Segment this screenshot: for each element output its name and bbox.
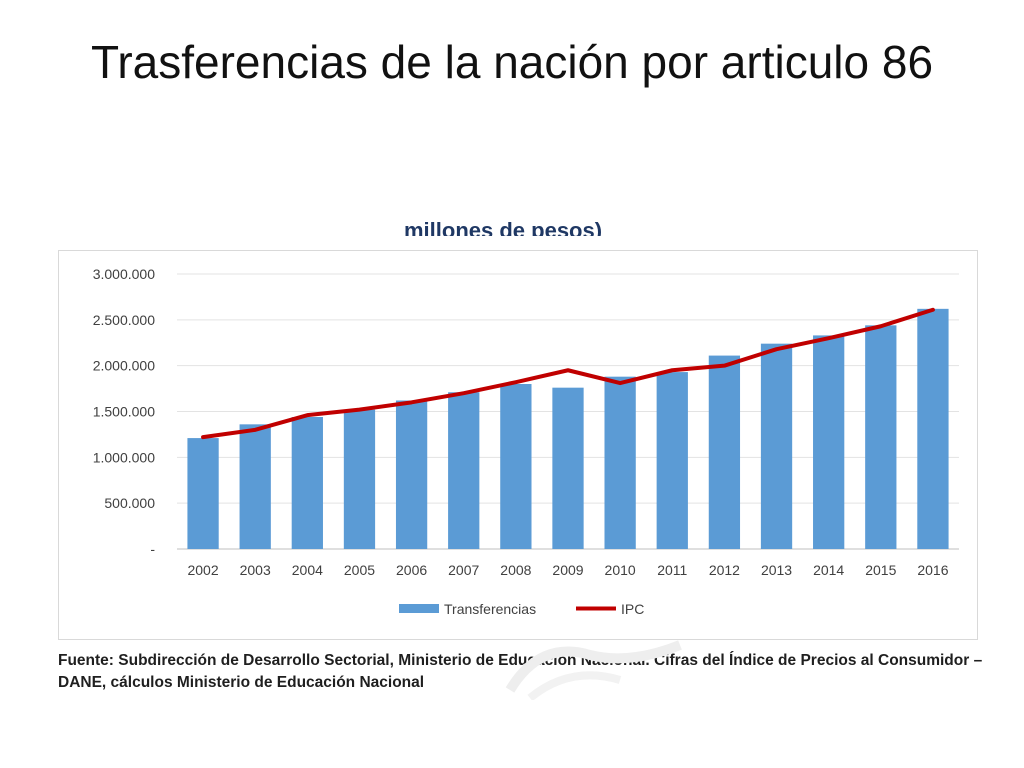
- x-tick-label: 2004: [292, 562, 323, 578]
- cropped-chart-header-text: millones de pesos): [404, 218, 603, 236]
- bar-transferencias-2010: [604, 376, 636, 549]
- y-tick-label: 1.000.000: [93, 449, 155, 465]
- bar-transferencias-2009: [552, 387, 584, 549]
- legend-label-ipc: IPC: [621, 601, 644, 617]
- x-tick-label: 2016: [917, 562, 948, 578]
- y-tick-label: -: [150, 541, 155, 557]
- cropped-chart-header: millones de pesos): [0, 208, 1024, 236]
- line-ipc: [201, 307, 935, 440]
- bar-transferencias-2011: [656, 372, 688, 549]
- bar-transferencias-2015: [865, 325, 897, 549]
- x-tick-label: 2005: [344, 562, 375, 578]
- bar-transferencias-2005: [343, 409, 376, 549]
- x-tick-label: 2013: [761, 562, 792, 578]
- legend-swatch-transferencias: [399, 604, 439, 613]
- bar-transferencias-2016: [917, 308, 949, 549]
- bar-transferencias-2006: [395, 400, 428, 549]
- x-tick-label: 2006: [396, 562, 427, 578]
- x-tick-label: 2002: [187, 562, 218, 578]
- y-tick-label: 1.500.000: [93, 404, 155, 420]
- x-tick-label: 2003: [240, 562, 271, 578]
- bars: [187, 308, 949, 549]
- chart: - 500.000 1.000.000 1.500.000 2.000.000 2.500…: [93, 266, 959, 617]
- x-tick-label: 2009: [552, 562, 583, 578]
- x-tick-label: 2007: [448, 562, 479, 578]
- x-tick-label: 2010: [605, 562, 636, 578]
- bar-transferencias-2014: [813, 335, 845, 549]
- y-tick-label: 2.000.000: [93, 358, 155, 374]
- ipc-line-layer: [201, 307, 935, 440]
- bar-transferencias-2002: [187, 438, 219, 549]
- y-axis-ticks: - 500.000 1.000.000 1.500.000 2.000.000 2.500…: [93, 266, 156, 557]
- x-tick-label: 2014: [813, 562, 844, 578]
- bar-transferencias-2012: [708, 355, 741, 549]
- x-tick-label: 2015: [865, 562, 896, 578]
- slide-title: Trasferencias de la nación por articulo …: [90, 36, 934, 88]
- watermark-logo: [505, 640, 682, 700]
- y-tick-label: 3.000.000: [93, 266, 155, 282]
- bar-transferencias-2007: [448, 392, 480, 549]
- bar-transferencias-2003: [239, 424, 271, 549]
- x-tick-label: 2008: [500, 562, 531, 578]
- x-axis-ticks: 2002 2003 2004 2005 2006 2007 2008 2009 2010 2011…: [187, 562, 948, 578]
- source-note: Fuente: Subdirección de Desarrollo Secto…: [58, 652, 983, 691]
- y-tick-label: 500.000: [104, 495, 155, 511]
- bar-transferencias-2008: [500, 384, 532, 549]
- y-tick-label: 2.500.000: [93, 312, 155, 328]
- x-tick-label: 2011: [657, 562, 687, 578]
- legend: Transferencias IPC: [399, 601, 644, 617]
- bar-transferencias-2004: [291, 417, 323, 549]
- legend-label-transferencias: Transferencias: [444, 601, 536, 617]
- x-tick-label: 2012: [709, 562, 740, 578]
- chart-frame: - 500.000 1.000.000 1.500.000 2.000.000 2.500…: [58, 250, 978, 640]
- bar-transferencias-2013: [760, 343, 793, 549]
